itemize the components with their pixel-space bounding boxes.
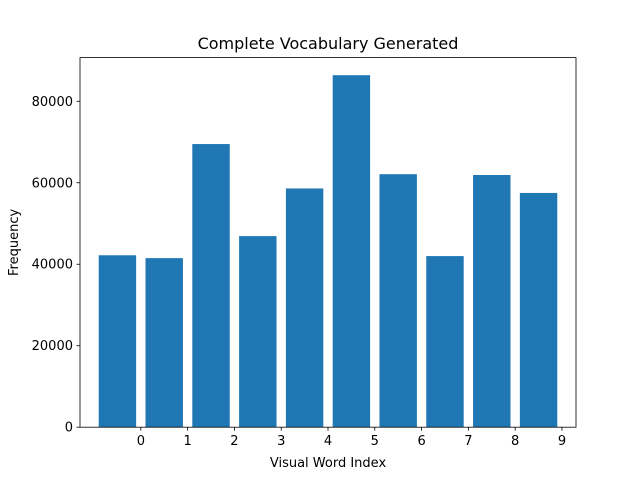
bar-5	[332, 75, 371, 428]
bar-9	[519, 192, 558, 428]
y-axis-ticks: 0 20000 40000 60000 80000	[32, 95, 80, 436]
bar-1	[145, 258, 183, 428]
x-tick-label: 2	[230, 434, 238, 449]
chart-title: Complete Vocabulary Generated	[198, 34, 459, 53]
bar-8	[473, 175, 511, 428]
x-tick-label: 5	[371, 434, 379, 449]
y-tick-label: 60000	[32, 176, 73, 191]
x-tick-label: 7	[464, 434, 472, 449]
bar-2	[192, 144, 230, 428]
bar-4	[285, 188, 324, 428]
bars	[98, 75, 558, 428]
y-tick-label: 40000	[32, 258, 73, 273]
x-tick-label: 8	[511, 434, 519, 449]
bar-0	[98, 255, 137, 428]
x-tick-label: 4	[324, 434, 332, 449]
x-tick-label: 6	[417, 434, 425, 449]
x-axis-ticks: 0 1 2 3 4 5 6 7 8 9	[137, 427, 566, 449]
y-tick-label: 0	[65, 421, 73, 436]
bar-6	[379, 174, 417, 428]
x-tick-label: 0	[137, 434, 145, 449]
x-tick-label: 3	[277, 434, 285, 449]
bar-7	[426, 256, 464, 428]
y-tick-label: 20000	[32, 339, 73, 354]
x-tick-label: 1	[183, 434, 191, 449]
x-tick-label: 9	[558, 434, 566, 449]
bar-3	[239, 236, 277, 428]
y-tick-label: 80000	[32, 95, 73, 110]
y-axis-label: Frequency	[7, 209, 22, 276]
x-axis-label: Visual Word Index	[270, 456, 387, 471]
